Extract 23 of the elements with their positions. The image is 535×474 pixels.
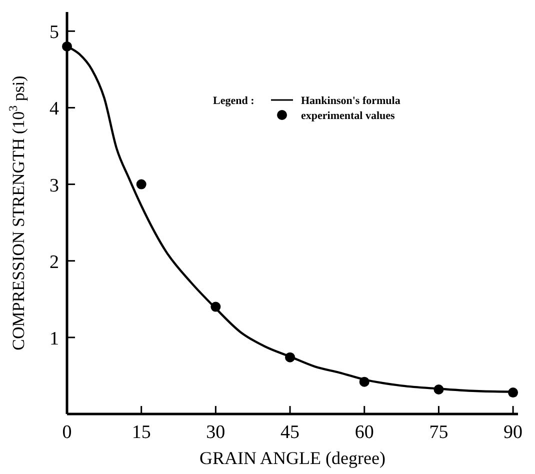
x-tick-label: 45	[280, 422, 300, 443]
legend-label: experimental values	[301, 110, 396, 122]
y-tick-label: 4	[50, 98, 60, 120]
y-tick-label: 2	[50, 252, 59, 273]
x-tick-label: 30	[206, 422, 226, 443]
point	[359, 376, 370, 387]
point	[434, 384, 444, 394]
legend-title: Legend :	[213, 95, 254, 107]
y-tick-label: 3	[50, 175, 59, 196]
y-tick-label: 1	[50, 328, 59, 350]
x-tick-label: 15	[132, 422, 151, 443]
point	[136, 179, 146, 190]
point	[210, 302, 221, 312]
point	[62, 41, 72, 52]
point	[508, 388, 518, 398]
x-tick-label: 0	[62, 422, 72, 443]
x-tick-label: 60	[354, 422, 374, 443]
legend-label: Hankinson's formula	[301, 95, 401, 107]
x-tick-label: 75	[429, 422, 448, 443]
point	[285, 352, 296, 362]
y-tick-label: 5	[50, 22, 59, 44]
x-axis-title: GRAIN ANGLE (degree)	[200, 448, 386, 468]
x-tick-label: 90	[504, 422, 523, 443]
